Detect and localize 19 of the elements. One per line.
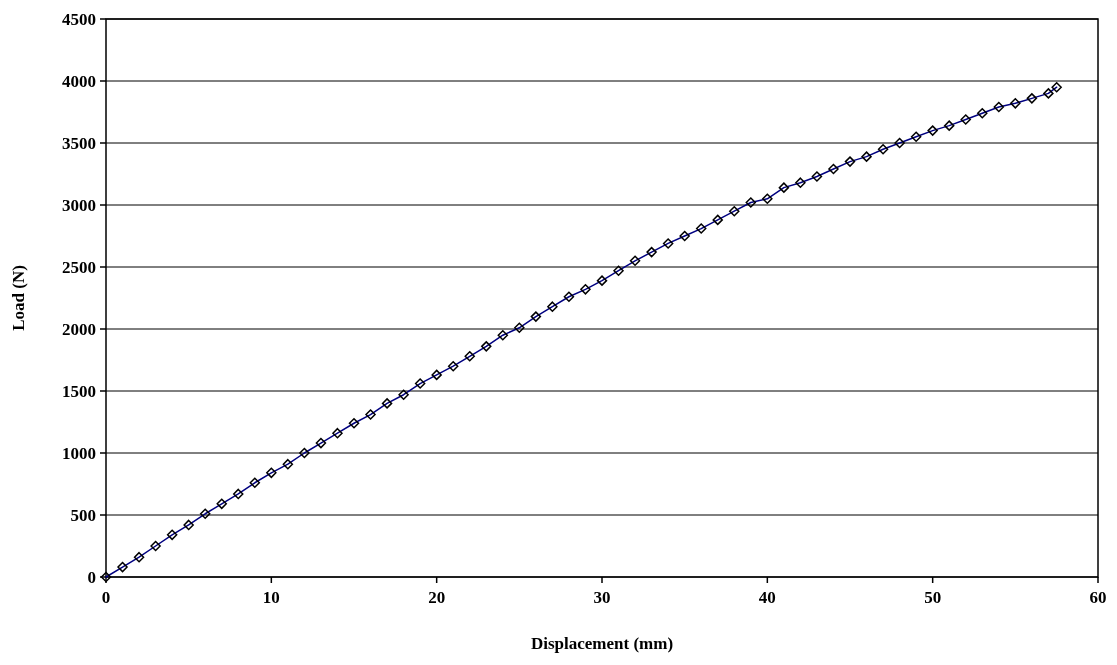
x-axis-title: Displacement (mm) [530,634,674,653]
x-tick-label: 20 [428,588,446,607]
y-tick-label: 1500 [62,381,96,401]
y-tick-label: 3500 [62,133,96,153]
y-tick-label: 2500 [62,257,96,277]
y-tick-label: 4000 [62,71,96,91]
x-tick-label: 50 [924,588,942,607]
x-tick-label: 10 [262,588,280,607]
x-tick-label: 60 [1089,588,1107,607]
y-axis-title: Load (N) [9,265,28,331]
y-tick-label: 0 [87,567,96,587]
x-tick-label: 0 [101,588,111,607]
x-tick-label: 40 [758,588,776,607]
y-tick-label: 4500 [62,9,96,29]
y-tick-label: 3000 [62,195,96,215]
y-tick-label: 2000 [62,319,96,339]
y-tick-label: 1000 [62,443,96,463]
y-tick-label: 500 [70,505,96,525]
x-tick-label: 30 [593,588,611,607]
